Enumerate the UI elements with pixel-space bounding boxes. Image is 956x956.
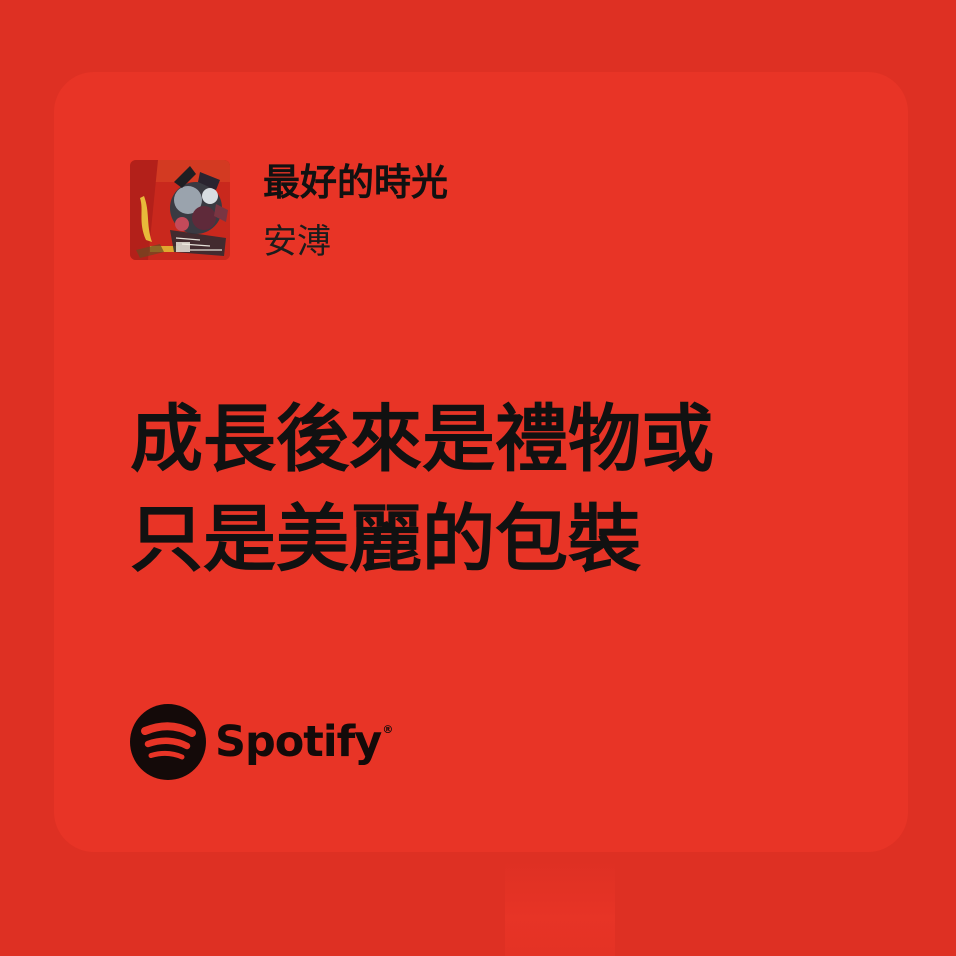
song-artist: 安溥 (263, 222, 331, 262)
album-cover-art-icon (130, 160, 230, 260)
lyric-line: 成長後來是禮物或 (130, 397, 714, 482)
lyrics-card: 最好的時光 安溥 成長後來是禮物或 只是美麗的包裝 Spotify® (54, 72, 908, 852)
background-fade (505, 860, 615, 956)
spotify-branding: Spotify® (130, 704, 393, 780)
song-title: 最好的時光 (263, 161, 448, 204)
lyric-line: 只是美麗的包裝 (130, 497, 641, 582)
spotify-logo-icon (130, 704, 206, 780)
spotify-wordmark: Spotify® (215, 717, 393, 767)
album-cover (130, 160, 230, 260)
lyrics-block: 成長後來是禮物或 只是美麗的包裝 (130, 390, 870, 590)
